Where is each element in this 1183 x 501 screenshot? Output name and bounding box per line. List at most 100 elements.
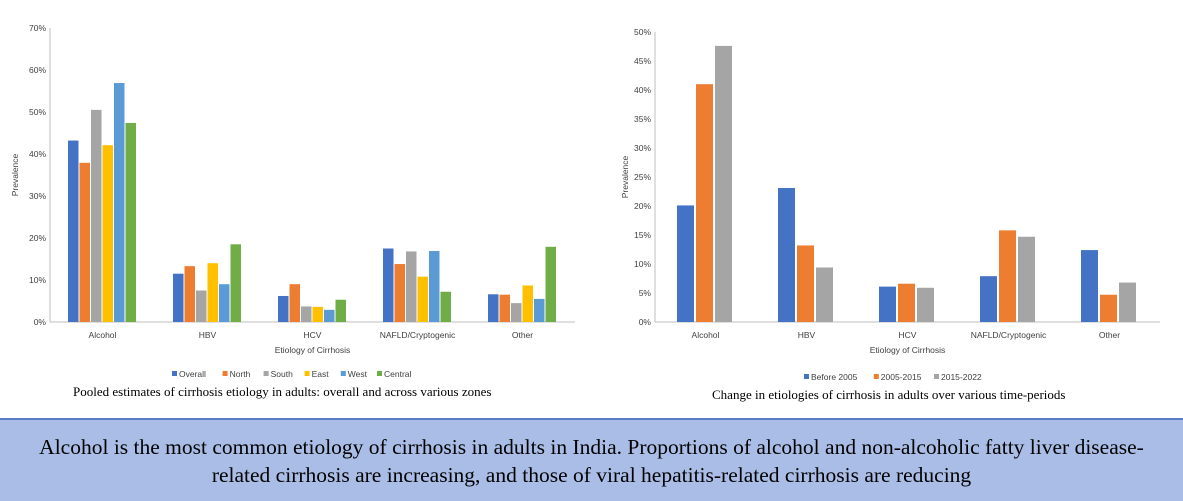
y-axis-title: Prevalence <box>620 155 630 198</box>
y-tick-label: 40% <box>29 149 46 159</box>
bar <box>394 264 405 322</box>
time-periods-bar-chart: 0% 5% 10% 15% 20% 25% 30% 35% 40% 45% 50% Alcohol HB… <box>620 27 1160 382</box>
bar <box>102 145 113 322</box>
legend-swatch <box>172 371 177 376</box>
bar <box>898 283 915 322</box>
bar <box>207 263 218 322</box>
legend-label: South <box>271 369 293 379</box>
legend-swatch <box>340 371 346 376</box>
bar <box>301 306 312 322</box>
bar <box>511 303 522 322</box>
bar <box>999 230 1016 322</box>
y-tick-label: 45% <box>634 56 651 66</box>
legend-swatch <box>873 374 879 379</box>
category-label: Other <box>1099 330 1120 340</box>
bar <box>68 140 79 322</box>
bar <box>440 291 451 322</box>
legend-label: West <box>348 369 368 379</box>
bar <box>278 295 289 322</box>
legend-label: Central <box>384 369 412 379</box>
bar <box>1018 236 1035 322</box>
y-tick-label: 15% <box>634 230 651 240</box>
legend-label: Before 2005 <box>811 372 858 382</box>
bar <box>696 84 713 322</box>
y-tick-label: 0% <box>34 317 47 327</box>
zones-chart-caption: Pooled estimates of cirrhosis etiology i… <box>73 384 492 399</box>
category-label: Alcohol <box>692 330 720 340</box>
category-label: HBV <box>798 330 816 340</box>
category-label: HBV <box>199 330 217 340</box>
legend-label: East <box>312 369 330 379</box>
legend-label: North <box>230 369 251 379</box>
y-tick-label: 0% <box>639 317 652 327</box>
bar <box>173 273 184 322</box>
bar <box>289 284 300 322</box>
bar <box>335 299 346 322</box>
bar <box>879 286 896 322</box>
category-label: NAFLD/Cryptogenic <box>971 330 1047 340</box>
y-tick-label: 20% <box>29 233 46 243</box>
category-label: Alcohol <box>89 330 117 340</box>
bar <box>125 122 136 322</box>
bar <box>429 251 440 322</box>
y-tick-label: 70% <box>29 23 46 33</box>
legend-label: Overall <box>179 369 206 379</box>
y-tick-label: 20% <box>634 201 651 211</box>
y-tick-label: 30% <box>634 143 651 153</box>
bar <box>488 294 499 322</box>
bar <box>677 205 694 322</box>
bar <box>1119 282 1136 322</box>
category-label: Other <box>512 330 533 340</box>
bar <box>522 285 533 322</box>
category-label: HCV <box>304 330 322 340</box>
legend-swatch <box>377 371 382 376</box>
legend-swatch <box>934 374 939 379</box>
y-tick-label: 10% <box>634 259 651 269</box>
bar <box>980 276 997 322</box>
bar <box>534 298 545 322</box>
bar <box>406 251 417 322</box>
y-tick-label: 25% <box>634 172 651 182</box>
legend-swatch <box>804 374 809 379</box>
bar <box>114 83 125 323</box>
category-label: HCV <box>899 330 917 340</box>
bar <box>545 246 556 322</box>
bar <box>79 162 90 322</box>
y-tick-label: 50% <box>29 107 46 117</box>
y-tick-label: 35% <box>634 114 651 124</box>
bar <box>816 267 833 322</box>
bar <box>417 276 428 322</box>
legend-swatch <box>263 371 269 376</box>
bar <box>196 290 207 322</box>
bar <box>797 245 814 322</box>
bar <box>91 109 102 323</box>
x-axis-title: Etiology of Cirrhosis <box>870 345 946 355</box>
x-axis-title: Etiology of Cirrhosis <box>275 345 351 355</box>
y-axis-title: Prevalence <box>10 153 20 196</box>
summary-text: Alcohol is the most common etiology of c… <box>39 434 1144 487</box>
bar <box>383 248 394 322</box>
zones-bar-chart: 0% 10% 20% 30% 40% 50% 60% 70% Alcohol HBV HCV NAFL… <box>10 23 575 379</box>
y-tick-label: 30% <box>29 191 46 201</box>
y-tick-label: 40% <box>634 85 651 95</box>
y-tick-label: 50% <box>634 27 651 37</box>
legend-swatch <box>304 371 310 376</box>
category-label: NAFLD/Cryptogenic <box>380 330 456 340</box>
bar <box>219 284 230 322</box>
bar <box>230 244 241 322</box>
bar <box>778 188 795 322</box>
time-periods-chart-caption: Change in etiologies of cirrhosis in adu… <box>712 387 1066 402</box>
bar <box>1100 294 1117 322</box>
legend-swatch <box>222 371 228 376</box>
y-tick-label: 10% <box>29 275 46 285</box>
bar <box>184 266 195 322</box>
y-tick-label: 60% <box>29 65 46 75</box>
legend-label: 2015-2022 <box>941 372 982 382</box>
y-tick-label: 5% <box>639 288 652 298</box>
bar <box>499 294 510 322</box>
bar <box>312 306 323 322</box>
bar <box>1081 250 1098 322</box>
bar <box>324 309 335 322</box>
bar <box>715 45 732 323</box>
bar <box>917 287 934 322</box>
